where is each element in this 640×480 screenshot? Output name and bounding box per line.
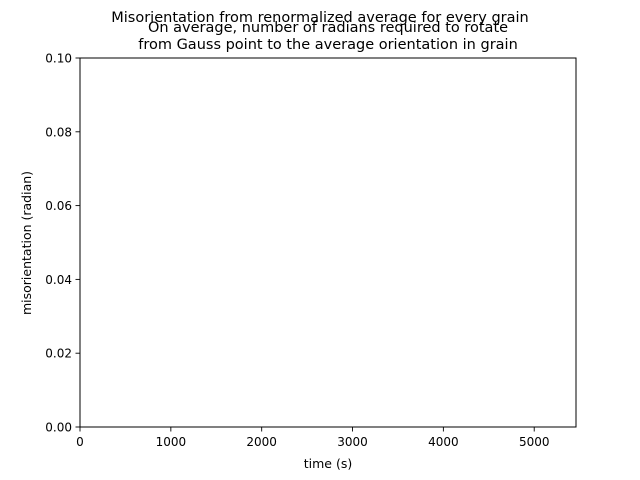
chart-subtitle-line: from Gauss point to the average orientat… [138,37,518,53]
chart-title: Misorientation from renormalized average… [111,10,528,26]
x-tick-label: 4000 [428,435,459,449]
x-tick-label: 0 [76,435,84,449]
y-tick-label: 0.02 [45,347,72,361]
y-axis-ticks: 0.00 0.02 0.04 0.06 0.08 0.10 [45,52,80,435]
y-tick-label: 0.00 [45,421,72,435]
x-tick-label: 2000 [246,435,277,449]
y-axis-label: misorientation (radian) [19,171,34,315]
x-tick-label: 1000 [156,435,187,449]
plot-area [80,58,576,427]
y-tick-label: 0.06 [45,199,72,213]
x-tick-label: 5000 [519,435,550,449]
x-tick-label: 3000 [337,435,368,449]
x-axis-ticks: 0 1000 2000 3000 4000 5000 [76,427,549,449]
chart-subtitle-line: On average, number of radians required t… [148,20,508,36]
y-tick-label: 0.08 [45,125,72,139]
plot-frame [79,57,577,428]
x-axis-label: time (s) [304,456,352,471]
y-tick-label: 0.04 [45,273,72,287]
chart-subtitle: On average, number of radians required t… [138,20,518,53]
y-tick-label: 0.10 [45,52,72,66]
